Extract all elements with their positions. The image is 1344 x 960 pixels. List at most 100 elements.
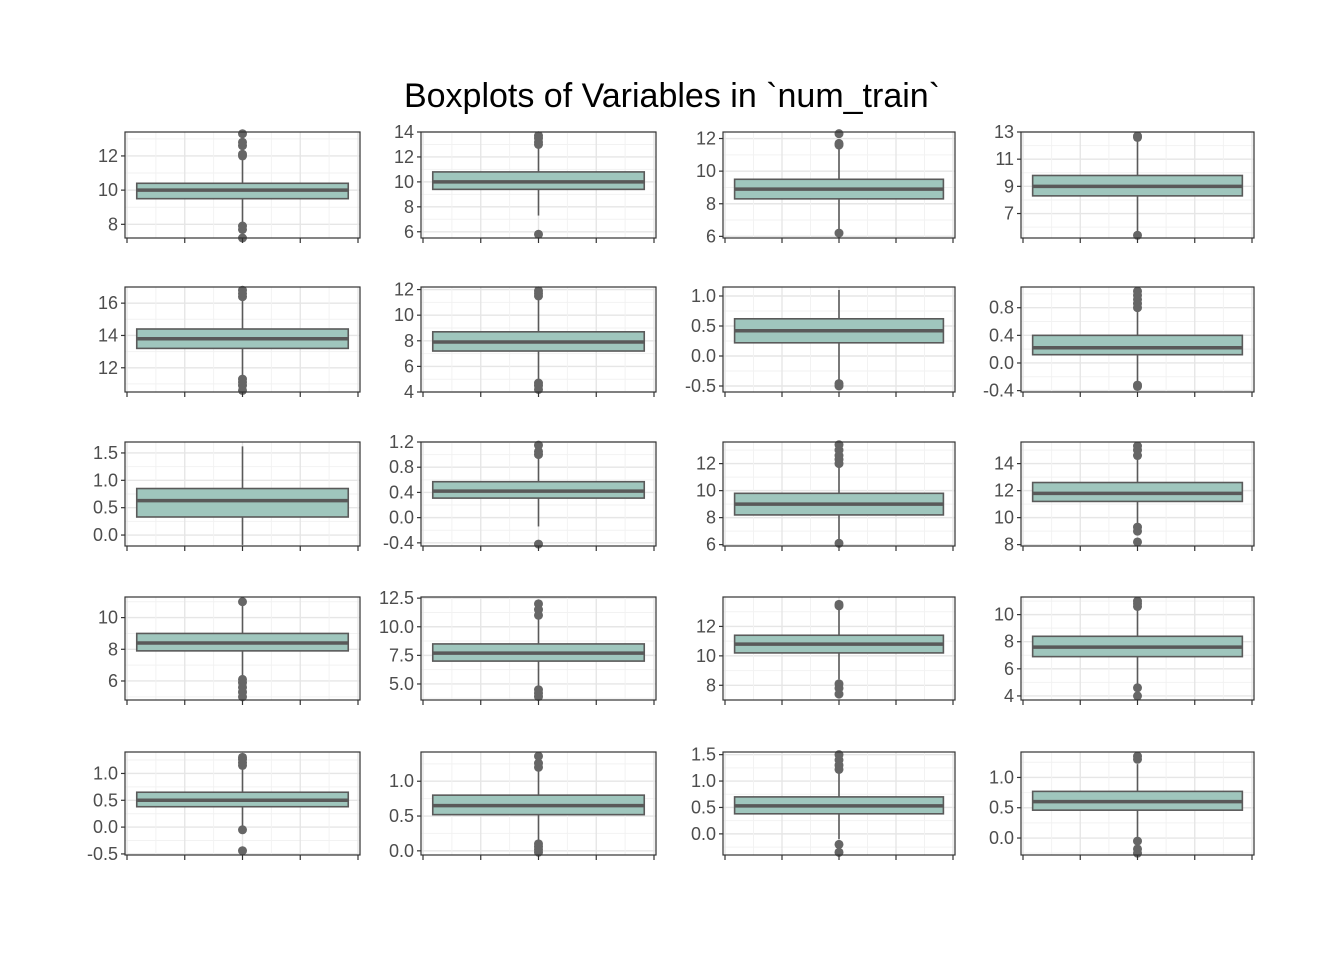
outlier-point xyxy=(834,679,844,689)
iqr-box xyxy=(1031,334,1244,356)
y-tick-label: 8 xyxy=(1004,535,1014,555)
y-tick-label: 0.0 xyxy=(389,508,414,528)
y-tick-label: 0.4 xyxy=(389,482,414,502)
boxplot-panel-18: 0.0 0.5 1.0 xyxy=(389,751,657,861)
y-tick-label: 1.5 xyxy=(691,745,716,765)
outlier-point xyxy=(238,825,247,835)
y-tick-label: 6 xyxy=(706,535,716,555)
outlier-point xyxy=(238,129,247,139)
y-tick-label: 12.5 xyxy=(379,588,414,608)
y-tick-label: 10 xyxy=(394,305,414,325)
y-tick-label: 10 xyxy=(696,481,716,501)
y-tick-label: 8 xyxy=(706,675,716,695)
y-tick-label: -0.5 xyxy=(87,844,118,864)
y-tick-label: 12 xyxy=(696,129,716,149)
outlier-point xyxy=(834,129,844,139)
y-tick-label: 10 xyxy=(98,608,118,628)
y-tick-label: 0.4 xyxy=(989,325,1014,345)
y-tick-label: 8 xyxy=(404,331,414,351)
y-tick-label: 8 xyxy=(706,508,716,528)
boxplot-panel-13: 6 8 10 xyxy=(98,596,361,705)
y-tick-label: 16 xyxy=(98,293,118,313)
y-tick-label: 0.0 xyxy=(989,828,1014,848)
outlier-point xyxy=(238,597,247,607)
boxplot-panel-9: 0.0 0.5 1.0 1.5 xyxy=(93,441,361,551)
boxplot-panel-15: 8 10 12 xyxy=(696,596,956,705)
y-tick-label: 4 xyxy=(404,382,414,402)
y-tick-label: 10 xyxy=(994,605,1014,625)
y-tick-label: 8 xyxy=(706,194,716,214)
y-tick-label: -0.4 xyxy=(383,533,414,553)
y-tick-label: -0.5 xyxy=(685,376,716,396)
y-tick-label: 10 xyxy=(696,161,716,181)
y-tick-label: 0.5 xyxy=(93,498,118,518)
outlier-point xyxy=(1133,131,1142,141)
outlier-point xyxy=(1133,596,1142,606)
y-tick-label: 1.0 xyxy=(691,771,716,791)
outlier-point xyxy=(1133,522,1142,532)
y-tick-label: 12 xyxy=(394,147,414,167)
y-tick-label: 11 xyxy=(995,149,1014,169)
y-tick-label: 0.0 xyxy=(93,525,118,545)
outlier-point xyxy=(1133,751,1142,761)
outlier-point xyxy=(238,221,247,231)
boxplot-panel-16: 4 6 8 10 xyxy=(994,596,1255,706)
outlier-point xyxy=(834,839,844,849)
y-tick-label: 0.0 xyxy=(691,346,716,366)
outlier-point xyxy=(534,751,543,761)
outlier-point xyxy=(1133,380,1142,390)
outlier-point xyxy=(534,229,543,239)
outlier-point xyxy=(834,599,844,609)
y-tick-label: 12 xyxy=(696,454,716,474)
y-tick-label: 4 xyxy=(1004,686,1014,706)
boxplot-panel-1: 8 10 12 xyxy=(98,129,361,243)
y-tick-label: 0.8 xyxy=(389,457,414,477)
outlier-point xyxy=(534,839,543,849)
y-tick-label: 5.0 xyxy=(389,674,414,694)
outlier-point xyxy=(534,758,543,768)
boxplot-panel-5: 12 14 16 xyxy=(98,285,361,397)
outlier-point xyxy=(834,381,844,391)
y-tick-label: 10.0 xyxy=(379,617,414,637)
boxplot-panel-19: 0.0 0.5 1.0 1.5 xyxy=(691,745,956,860)
y-tick-label: 10 xyxy=(696,646,716,666)
outlier-point xyxy=(1133,844,1142,854)
boxplot-panel-10: -0.4 0.0 0.4 0.8 1.2 xyxy=(383,432,657,553)
y-tick-label: 10 xyxy=(394,172,414,192)
outlier-point xyxy=(534,286,543,296)
y-tick-label: 0.0 xyxy=(691,824,716,844)
y-tick-label: 8 xyxy=(108,639,118,659)
boxplot-panel-7: -0.5 0.0 0.5 1.0 xyxy=(685,286,956,397)
outlier-point xyxy=(238,374,247,384)
y-tick-label: 12 xyxy=(994,481,1014,501)
y-tick-label: 6 xyxy=(404,222,414,242)
outlier-point xyxy=(534,378,543,388)
outlier-point xyxy=(238,285,247,295)
y-tick-label: 0.0 xyxy=(389,841,414,861)
panels-group: 8 10 12 6 8 10 12 14 6 8 10 12 7 9 11 13 12 14 16 4 6 8 10 12 -0… xyxy=(87,122,1255,864)
outlier-point xyxy=(834,138,844,148)
outlier-point xyxy=(534,440,543,450)
y-tick-label: 10 xyxy=(98,180,118,200)
outlier-point xyxy=(534,131,543,141)
y-tick-label: 13 xyxy=(994,122,1014,142)
y-tick-label: 1.0 xyxy=(93,470,118,490)
y-tick-label: 0.0 xyxy=(93,817,118,837)
y-tick-label: 1.0 xyxy=(93,763,118,783)
y-tick-label: 9 xyxy=(1004,176,1014,196)
boxplot-panel-3: 6 8 10 12 xyxy=(696,129,956,246)
y-tick-label: 14 xyxy=(394,122,414,142)
y-tick-label: 0.5 xyxy=(691,797,716,817)
boxplot-panel-17: -0.5 0.0 0.5 1.0 xyxy=(87,751,361,864)
y-tick-label: 8 xyxy=(404,197,414,217)
outlier-point xyxy=(1133,691,1142,701)
y-tick-label: 0.5 xyxy=(989,798,1014,818)
outlier-point xyxy=(238,674,247,684)
y-tick-label: 1.0 xyxy=(691,286,716,306)
outlier-point xyxy=(534,446,543,456)
y-tick-label: 10 xyxy=(994,508,1014,528)
outlier-point xyxy=(1133,286,1142,296)
y-tick-label: -0.4 xyxy=(983,381,1014,401)
figure-title: Boxplots of Variables in `num_train` xyxy=(404,77,940,115)
y-tick-label: 0.8 xyxy=(989,298,1014,318)
